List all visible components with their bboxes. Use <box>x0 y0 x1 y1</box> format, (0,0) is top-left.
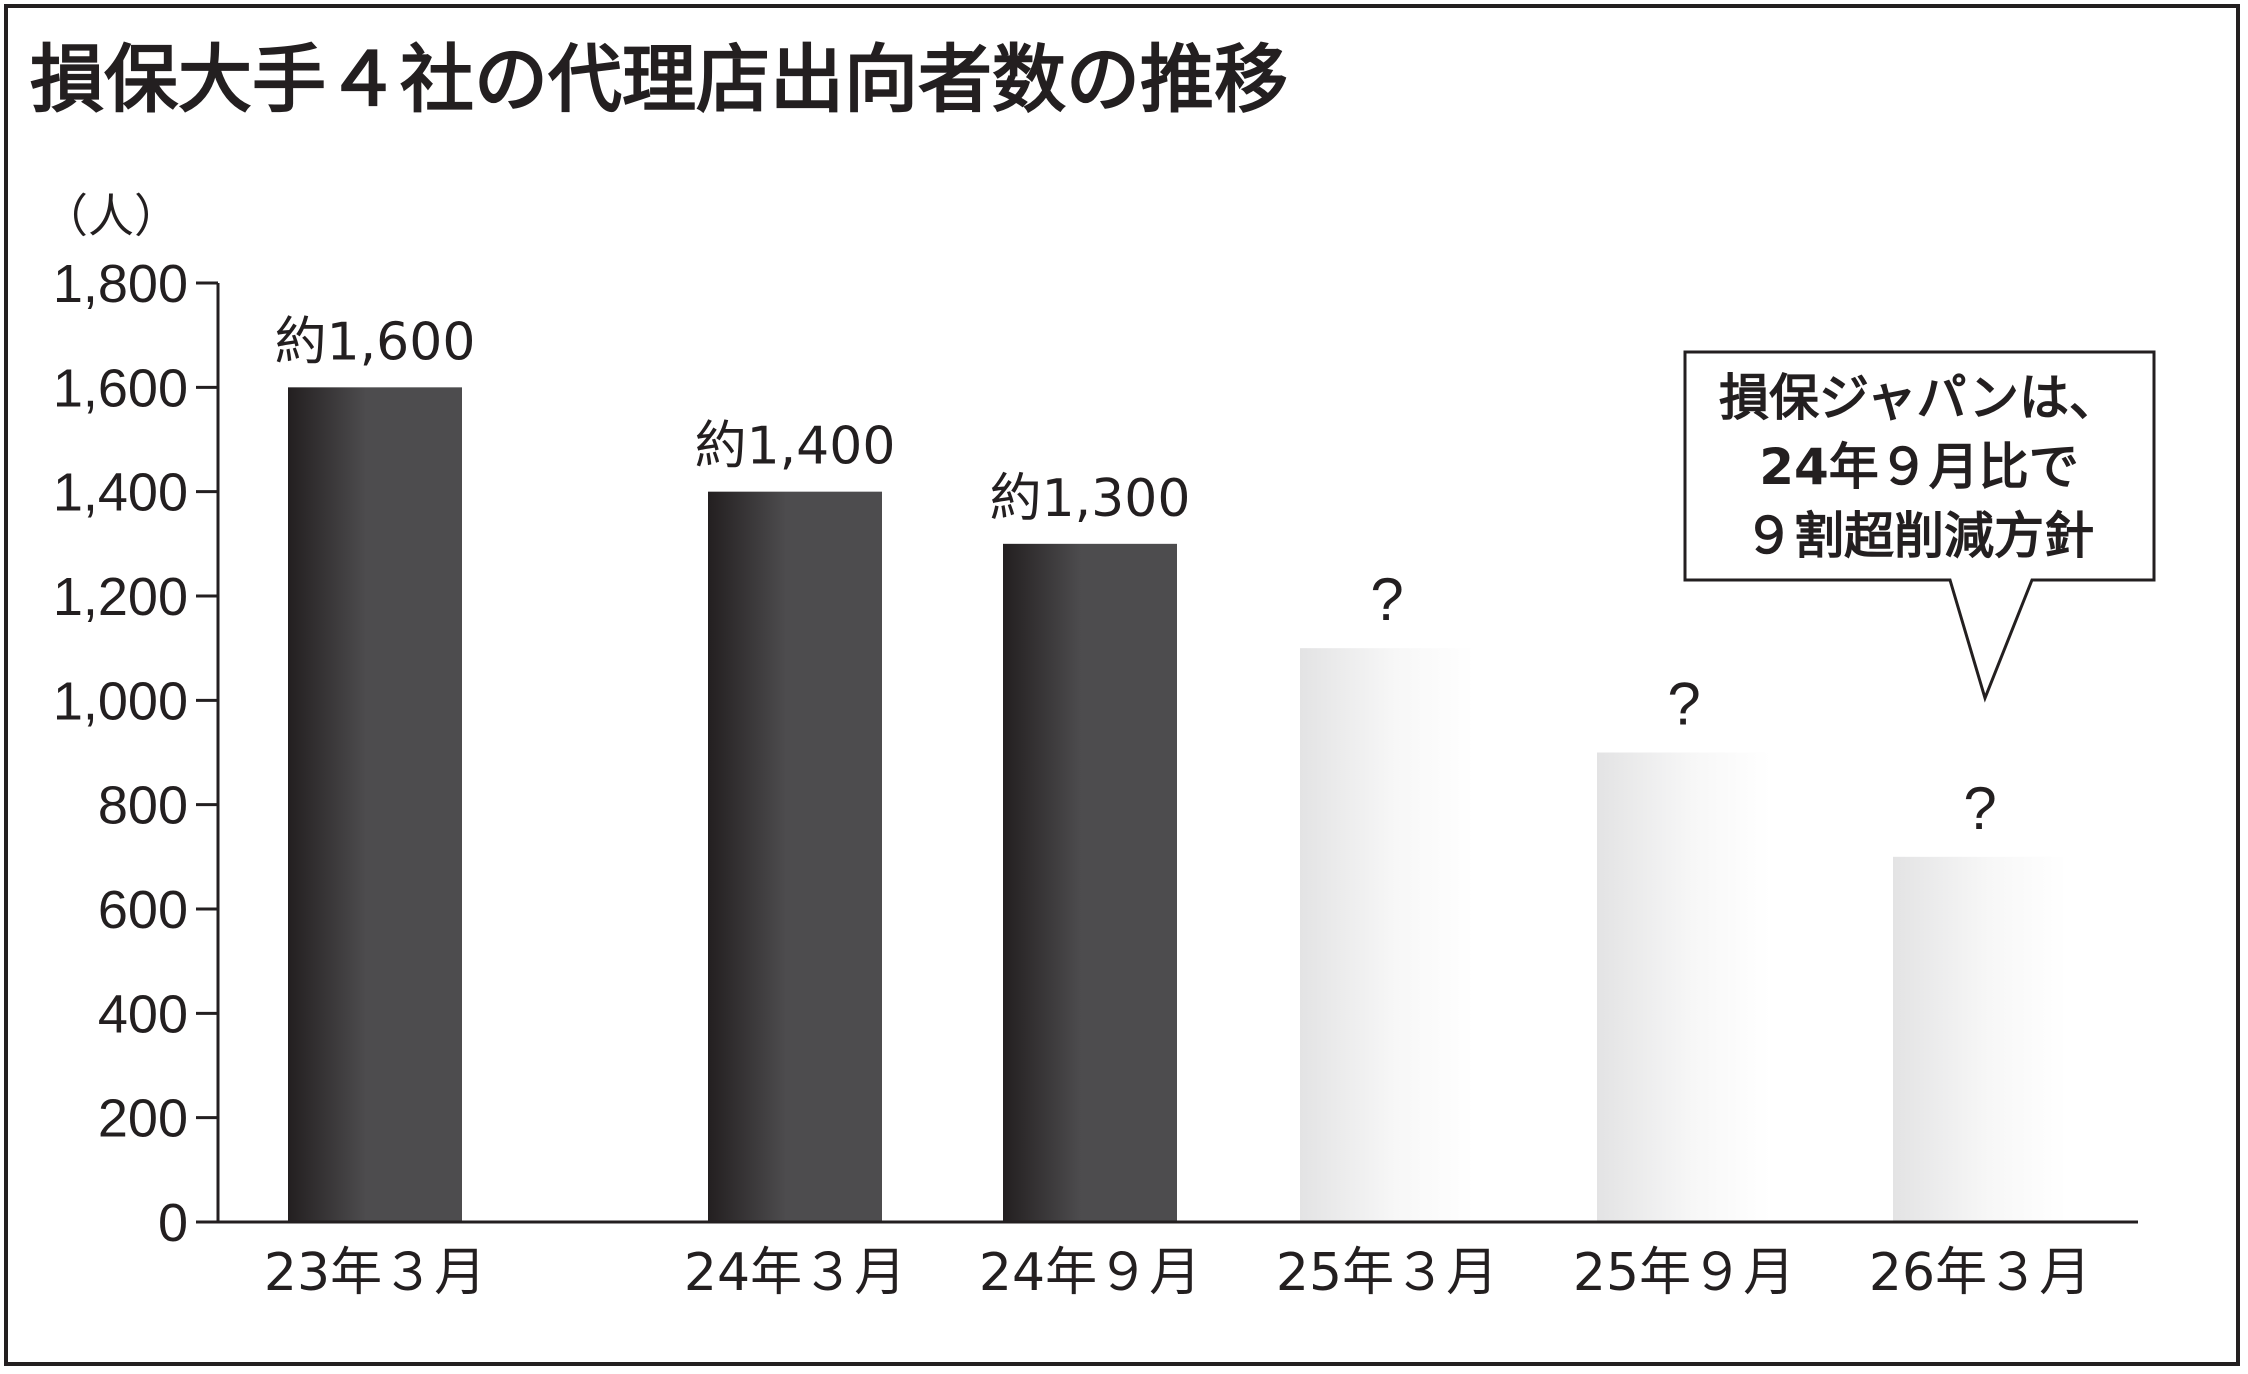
bar <box>1003 543 1177 1222</box>
value-labels: 約1,600 約1,400 約1,300??? <box>275 312 1997 842</box>
projected-value-label: ? <box>1667 671 1700 738</box>
bar <box>1893 856 2067 1222</box>
y-tick-label: 1,400 <box>53 463 188 523</box>
x-tick-label: 25年９月 <box>1573 1243 1795 1303</box>
bar <box>1300 648 1474 1222</box>
bars <box>288 387 2067 1223</box>
annotation-line-2: 24年９月比で <box>1759 438 2079 496</box>
annotation-callout: 損保ジャパンは、 24年９月比で ９割超削減方針 <box>1683 350 2156 703</box>
x-tick-label: 24年３月 <box>684 1243 906 1303</box>
x-tick-label: 24年９月 <box>979 1243 1201 1303</box>
y-tick-label: 1,600 <box>53 358 188 418</box>
bar <box>1597 752 1771 1222</box>
y-tick-label: 1,000 <box>53 671 188 731</box>
y-tick-label: 1,200 <box>53 567 188 627</box>
annotation-line-3: ９割超削減方針 <box>1744 507 2094 565</box>
projected-value-label: ? <box>1963 775 1996 842</box>
x-tick-label: 23年３月 <box>264 1243 486 1303</box>
x-tick-label: 26年３月 <box>1869 1243 2091 1303</box>
annotation-line-1: 損保ジャパンは、 <box>1719 369 2119 427</box>
x-axis-labels: 23年３月 24年３月 24年９月 25年３月 25年９月 26年３月 <box>264 1243 2091 1303</box>
y-tick-label: 200 <box>98 1089 188 1149</box>
y-tick-label: 800 <box>98 776 188 836</box>
y-tick-label: 600 <box>98 880 188 940</box>
annotation-box <box>1683 350 2156 703</box>
y-axis-unit: （人） <box>42 189 180 243</box>
y-tick-label: 1,800 <box>53 254 188 314</box>
y-tick-label: 400 <box>98 984 188 1044</box>
bar <box>708 491 882 1223</box>
chart-title: 損保大手４社の代理店出向者数の推移 <box>30 37 1288 123</box>
bar-value-label: 約1,300 <box>990 469 1191 529</box>
bar <box>288 387 462 1222</box>
y-axis-ticks: 0 200 400 600 800 1,000 1,200 1,400 1,600 1,800 <box>53 254 218 1253</box>
projected-value-label: ? <box>1370 566 1403 633</box>
x-tick-label: 25年３月 <box>1276 1243 1498 1303</box>
bar-value-label: 約1,400 <box>695 417 896 477</box>
bar-value-label: 約1,600 <box>275 312 476 372</box>
y-tick-label: 0 <box>158 1193 188 1253</box>
